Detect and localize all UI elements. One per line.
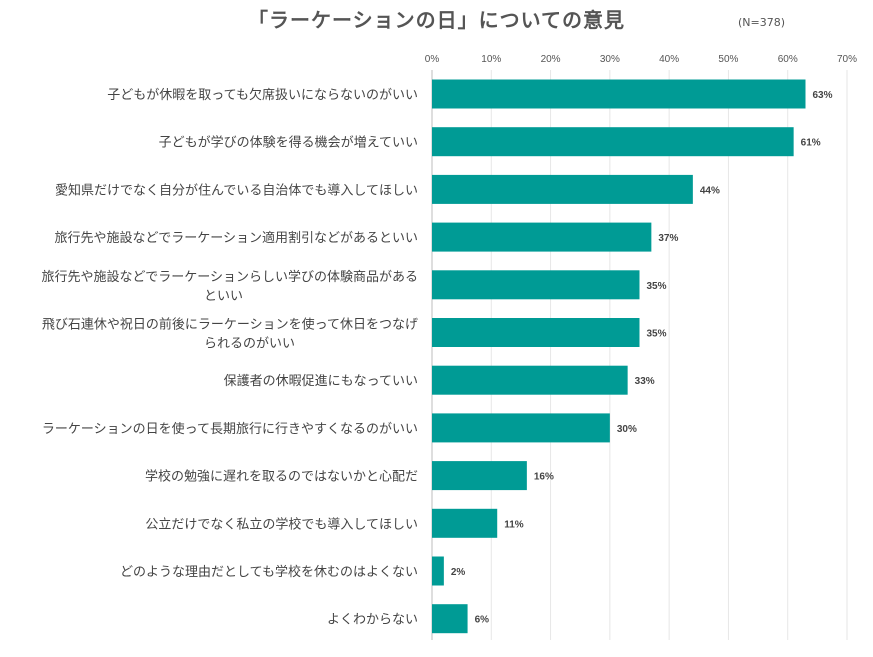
bar [432,413,610,443]
category-label: 旅行先や施設などでラーケーション適用割引などがあるといい [55,230,418,246]
value-label: 11% [504,519,524,530]
x-tick-label: 50% [718,54,738,65]
category-label-continued: といい [204,289,243,304]
x-tick-label: 0% [425,54,440,65]
bar [432,318,640,347]
category-label-continued: られるのがいい [204,337,295,352]
value-label: 35% [647,329,667,340]
category-label: 公立だけでなく私立の学校でも導入してほしい [145,516,418,532]
chart-title: 「ラーケーションの日」についての意見 [248,8,625,32]
bar [432,127,794,157]
value-label: 37% [658,233,678,244]
category-label: ラーケーションの日を使って長期旅行に行きやすくなるのがいい [42,421,418,437]
value-label: 44% [700,185,720,196]
category-label: 飛び石連休や祝日の前後にラーケーションを使って休日をつなげ [42,317,418,333]
category-label: よくわからない [327,613,418,628]
category-label: 保護者の休暇促進にもなっていい [224,373,418,389]
x-tick-label: 70% [837,54,857,65]
category-label: 旅行先や施設などでラーケーションらしい学びの体験商品がある [42,269,418,285]
bar [432,508,498,538]
category-label: 愛知県だけでなく自分が住んでいる自治体でも導入してほしい [55,182,418,198]
value-label: 33% [635,376,655,387]
value-label: 6% [475,615,490,626]
value-label: 2% [451,567,466,578]
value-label: 61% [801,138,821,149]
bar [432,79,806,109]
bar [432,604,468,634]
x-tick-label: 30% [600,54,620,65]
value-label: 30% [617,424,637,435]
bar [432,222,652,252]
sample-size-note: (N=378) [738,16,786,29]
value-label: 63% [813,90,833,101]
category-label: 学校の勉強に遅れを取るのではないかと心配だ [145,469,418,485]
value-label: 35% [647,281,667,292]
x-tick-label: 40% [659,54,679,65]
bar [432,270,640,300]
bar [432,556,444,586]
category-label: 子どもが休暇を取っても欠席扱いにならないのがいい [107,87,418,103]
bar [432,174,693,204]
x-tick-label: 10% [481,54,501,65]
bar [432,461,527,491]
category-label: 子どもが学びの体験を得る機会が増えていい [159,135,418,151]
x-tick-label: 60% [778,54,798,65]
x-tick-label: 20% [541,54,561,65]
value-label: 16% [534,472,554,483]
category-label: どのような理由だとしても学校を休むのはよくない [120,564,418,580]
bar [432,365,628,395]
